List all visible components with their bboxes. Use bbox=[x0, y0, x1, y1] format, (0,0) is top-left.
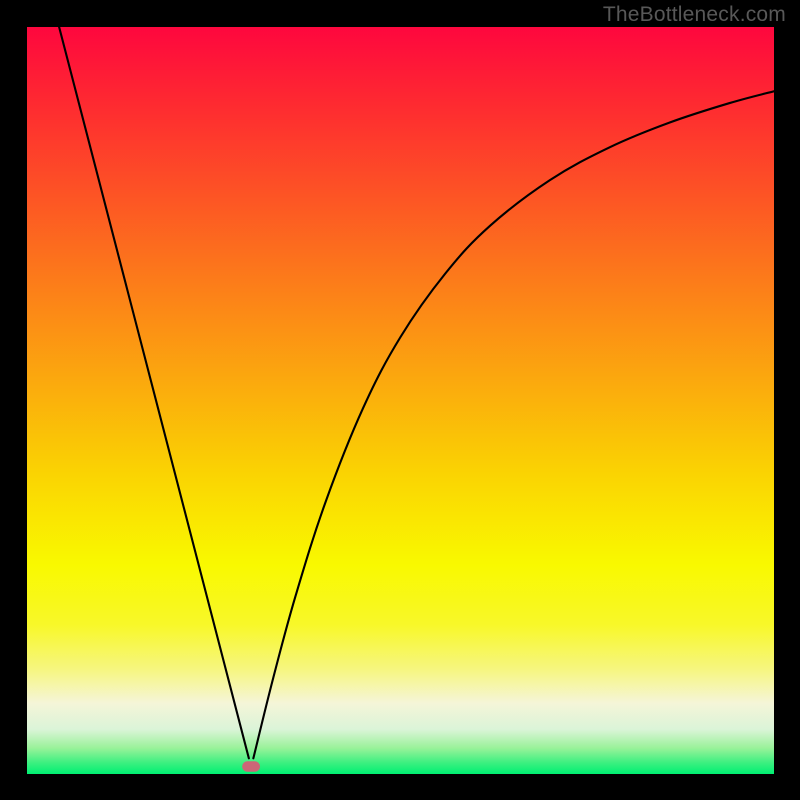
minimum-marker bbox=[242, 761, 260, 771]
plot-area bbox=[27, 27, 774, 774]
gradient-background bbox=[27, 27, 774, 774]
watermark-text: TheBottleneck.com bbox=[603, 3, 786, 27]
chart-container: TheBottleneck.com bbox=[0, 0, 800, 800]
plot-svg bbox=[27, 27, 774, 774]
